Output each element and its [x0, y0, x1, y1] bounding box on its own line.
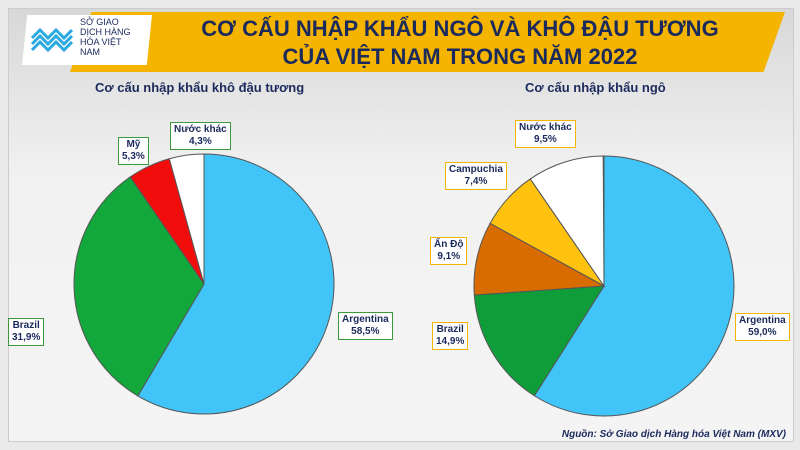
source-note: Nguồn: Sở Giao dịch Hàng hóa Việt Nam (M…	[561, 429, 786, 440]
slice-value: 14,9%	[436, 336, 465, 347]
title-banner	[70, 12, 785, 72]
pie-slice-brazil	[473, 285, 605, 397]
pie-slice-nước-khác	[529, 155, 605, 288]
pie-slice-brazil	[73, 176, 205, 397]
pie-slice-nước-khác	[168, 153, 205, 285]
slice-name: Argentina	[739, 315, 786, 326]
title-line-1: CƠ CẤU NHẬP KHẨU NGÔ VÀ KHÔ ĐẬU TƯƠNG	[201, 16, 719, 41]
title-line-2: CỦA VIỆT NAM TRONG NĂM 2022	[282, 44, 638, 69]
slice-name: Campuchia	[449, 164, 503, 175]
slice-name: Ấn Độ	[434, 239, 464, 250]
slice-value: 9,1%	[437, 251, 461, 262]
pie-slice-argentina	[137, 153, 335, 415]
page-title: CƠ CẤU NHẬP KHẨU NGÔ VÀ KHÔ ĐẬU TƯƠNG CỦA…	[150, 15, 770, 71]
slice-value: 7,4%	[464, 176, 488, 187]
chart-1-title: Cơ cấu nhập khẩu khô đậu tương	[95, 80, 305, 95]
data-label: Nước khác 9,5%	[515, 120, 576, 148]
slice-name: Nước khác	[519, 122, 572, 133]
slice-name: Argentina	[342, 314, 389, 325]
slice-value: 5,3%	[122, 151, 145, 162]
slice-value: 4,3%	[188, 136, 212, 147]
data-label: Campuchia 7,4%	[445, 162, 507, 190]
slice-value: 9,5%	[533, 134, 557, 145]
logo-text: SỞ GIAO DỊCH HÀNG HÓA VIỆT NAM	[80, 17, 131, 57]
slice-value: 59,0%	[748, 327, 777, 338]
slice-name: Nước khác	[174, 124, 227, 135]
slice-value: 31,9%	[12, 332, 41, 343]
chart-2-title: Cơ cấu nhập khẩu ngô	[525, 80, 666, 95]
slice-name: Brazil	[12, 320, 40, 331]
slice-value: 58,5%	[351, 326, 380, 337]
pie-slice-argentina	[533, 155, 735, 417]
data-label: Brazil 14,9%	[432, 322, 469, 350]
slice-name: Mỹ	[126, 139, 141, 150]
data-label: Argentina 59,0%	[735, 313, 790, 341]
data-label: Ấn Độ 9,1%	[430, 237, 468, 265]
data-label: Brazil 31,9%	[8, 318, 45, 346]
data-label: Argentina 58,5%	[338, 312, 393, 340]
slice-name: Brazil	[436, 324, 464, 335]
data-label: Nước khác 4,3%	[170, 122, 231, 150]
data-label: Mỹ 5,3%	[118, 137, 149, 165]
